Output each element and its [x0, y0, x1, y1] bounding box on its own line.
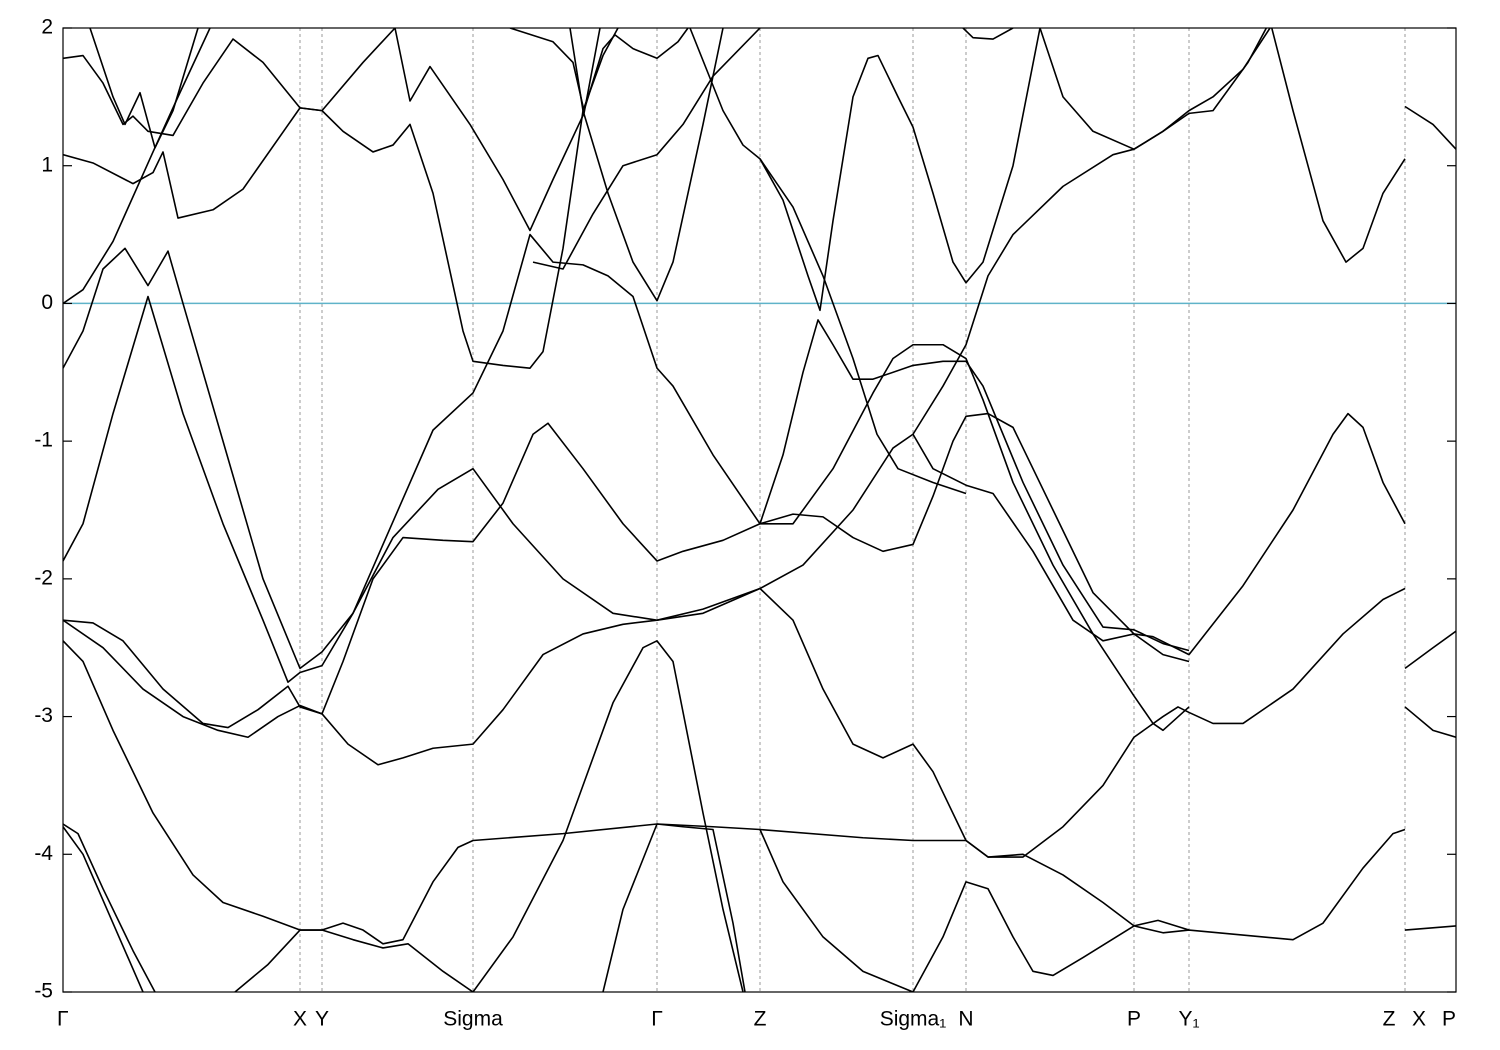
band-line [602, 823, 746, 992]
x-tick-label: P [1442, 1008, 1456, 1031]
x-tick-label: Γ [57, 1008, 69, 1031]
band-line [63, 826, 144, 992]
band-line [63, 28, 396, 137]
band-line [63, 412, 1406, 739]
x-tick-label: Sigma₁ [880, 1008, 947, 1031]
band-line [63, 247, 1190, 670]
x-tick-label: Y₁ [1178, 1008, 1199, 1031]
y-tick-label: -1 [34, 429, 53, 452]
x-tick-label: X [1412, 1008, 1426, 1031]
x-tick-label: X [293, 1008, 307, 1031]
band-line [63, 28, 619, 369]
band-line [234, 929, 474, 992]
y-tick-label: -5 [34, 980, 53, 1003]
band-line [569, 28, 724, 302]
x-tick-label: P [1127, 1008, 1141, 1031]
grid [299, 28, 1406, 992]
band-line [759, 829, 1190, 992]
band-line [63, 28, 211, 305]
band-line [472, 640, 744, 992]
band-line [63, 823, 156, 992]
band-line [89, 28, 199, 149]
x-tick-label: N [958, 1008, 973, 1031]
y-tick-label: -3 [34, 704, 53, 727]
band-line [1404, 925, 1456, 931]
x-tick-label: Sigma [443, 1008, 503, 1031]
y-tick-label: 2 [41, 16, 53, 39]
band-line [759, 158, 967, 495]
band-line [1404, 630, 1456, 670]
band-line [63, 587, 1406, 858]
band-line [394, 28, 601, 232]
x-tick-label: Z [1383, 1008, 1396, 1031]
band-line [1404, 706, 1456, 738]
y-tick-label: 0 [41, 291, 53, 314]
y-tick-label: 1 [41, 153, 53, 176]
bands [63, 28, 1456, 992]
band-line [689, 28, 1041, 312]
plot-frame [62, 27, 1457, 993]
band-line [532, 28, 761, 270]
y-tick-label: -2 [34, 566, 53, 589]
band-line [912, 28, 1271, 435]
band-line [509, 28, 689, 112]
band-line [63, 640, 1406, 945]
x-tick-label: Z [754, 1008, 767, 1031]
band-line [962, 28, 1014, 40]
x-tick-label: Y [315, 1008, 329, 1031]
y-tick-label: -4 [34, 842, 53, 865]
x-tick-label: Γ [651, 1008, 663, 1031]
band-line [759, 319, 1190, 652]
band-line [1039, 28, 1406, 263]
band-line [63, 233, 1190, 732]
band-line [1404, 105, 1456, 150]
